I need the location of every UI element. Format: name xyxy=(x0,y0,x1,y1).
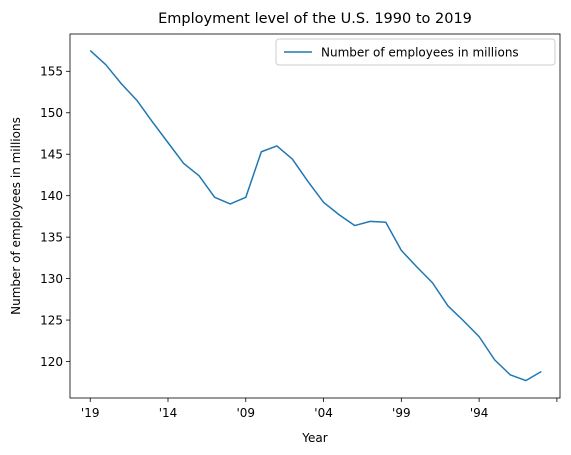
x-tick-label: '19 xyxy=(81,406,100,420)
legend: Number of employees in millions xyxy=(275,38,556,66)
x-tick-label: '14 xyxy=(159,406,178,420)
y-tick-label: 120 xyxy=(40,355,63,369)
y-tick-label: 130 xyxy=(40,272,63,286)
x-tick-label: '09 xyxy=(236,406,255,420)
plot-area: 120 125 130 135 140 145 150 155 '19 '14 '09 '04 '99… xyxy=(40,33,561,420)
y-tick-label: 135 xyxy=(40,230,63,244)
legend-label: Number of employees in millions xyxy=(321,45,519,59)
chart-title: Employment level of the U.S. 1990 to 201… xyxy=(158,11,472,27)
x-tick-label: '99 xyxy=(392,406,411,420)
x-tick-label: '04 xyxy=(314,406,333,420)
y-axis-ticks: 120 125 130 135 140 145 150 155 xyxy=(40,65,70,369)
y-axis-title: Number of employees in millions xyxy=(9,117,23,315)
plot-frame xyxy=(69,33,561,399)
y-tick-label: 145 xyxy=(40,148,63,162)
x-axis-ticks: '19 '14 '09 '04 '99 '94 xyxy=(81,398,558,420)
y-tick-label: 150 xyxy=(40,106,63,120)
series-line xyxy=(89,50,542,382)
y-tick-label: 140 xyxy=(40,189,63,203)
y-tick-label: 125 xyxy=(40,313,63,327)
y-tick-label: 155 xyxy=(40,65,63,79)
legend-box xyxy=(275,38,556,66)
series-layer xyxy=(89,50,542,382)
x-axis-title: Year xyxy=(301,431,327,445)
x-tick-label: '94 xyxy=(470,406,489,420)
